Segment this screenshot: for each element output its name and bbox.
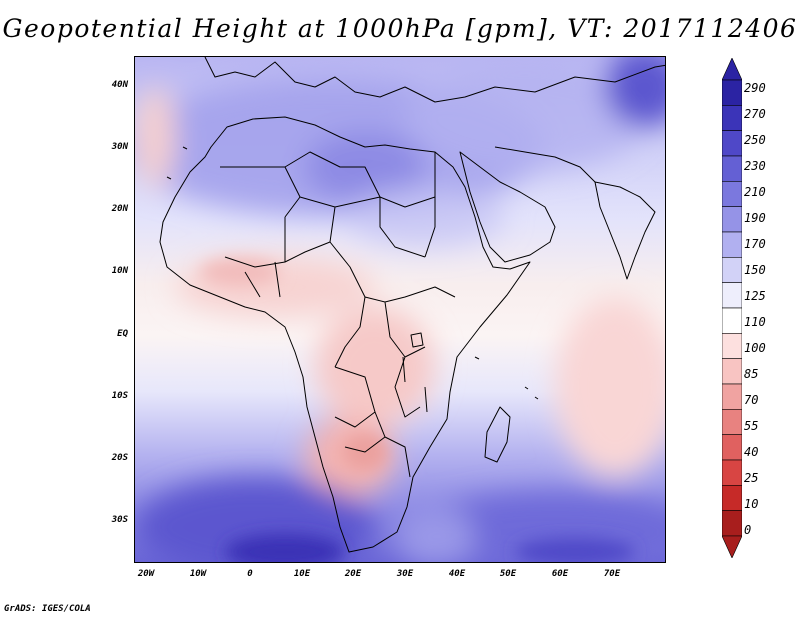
colorbar-swatch <box>722 231 742 258</box>
chart-title: Geopotential Height at 1000hPa [gpm], VT… <box>2 14 798 43</box>
colorbar-label: 125 <box>744 289 766 303</box>
colorbar-label: 0 <box>744 523 752 537</box>
lon-label: 50E <box>499 569 517 579</box>
colorbar-label: 110 <box>744 315 766 329</box>
lake-victoria <box>410 332 424 348</box>
colorbar <box>722 58 742 558</box>
lon-label: 70E <box>603 569 621 579</box>
lat-label: 20S <box>111 453 128 463</box>
islands <box>166 146 539 400</box>
colorbar-swatch <box>722 434 742 461</box>
colorbar-label: 230 <box>744 159 766 173</box>
colorbar-swatch <box>722 307 742 334</box>
lon-label: 30E <box>396 569 414 579</box>
coastlines <box>159 57 665 553</box>
lon-label: 40E <box>448 569 466 579</box>
colorbar-swatch <box>722 485 742 511</box>
colorbar-label: 40 <box>744 445 759 459</box>
colorbar-swatch <box>722 459 742 486</box>
colorbar-swatch <box>722 79 742 106</box>
colorbar-label: 70 <box>744 393 759 407</box>
colorbar-top-triangle <box>722 58 742 81</box>
colorbar-label: 210 <box>744 185 766 199</box>
colorbar-label: 10 <box>744 497 759 511</box>
map-panel <box>134 56 666 563</box>
colorbar-label: 170 <box>744 237 766 251</box>
lon-label: 10E <box>293 569 311 579</box>
colorbar-swatch <box>722 130 742 157</box>
india-coastline <box>594 181 656 280</box>
colorbar-swatch <box>722 409 742 435</box>
colorbar-swatch <box>722 257 742 283</box>
lon-label: 20W <box>137 569 155 579</box>
lat-label: EQ <box>117 329 128 339</box>
geopotential-map <box>135 57 665 562</box>
colorbar-swatch <box>722 105 742 131</box>
colorbar-label: 270 <box>744 107 766 121</box>
lon-label: 10W <box>189 569 207 579</box>
colorbar-swatch <box>722 383 742 410</box>
lon-label: 60E <box>551 569 569 579</box>
colorbar-swatch <box>722 181 742 207</box>
colorbar-swatch <box>722 206 742 233</box>
colorbar-swatch <box>722 358 742 385</box>
colorbar-swatch <box>722 282 742 309</box>
lat-label: 30N <box>111 142 128 152</box>
lat-label: 10S <box>111 391 128 401</box>
colorbar-swatch <box>722 510 742 537</box>
arabia-coastline <box>459 151 556 263</box>
africa-coastline <box>159 116 531 553</box>
lake-malawi <box>424 386 428 413</box>
lat-label: 40N <box>111 80 128 90</box>
colorbar-label: 25 <box>744 471 759 485</box>
colorbar-label: 150 <box>744 263 766 277</box>
credit-text: GrADS: IGES/COLA <box>4 604 91 614</box>
colorbar-label: 85 <box>744 367 759 381</box>
europe-coastline <box>204 57 665 103</box>
lon-label: 0 <box>247 569 253 579</box>
lat-label: 20N <box>111 204 128 214</box>
colorbar-label: 100 <box>744 341 766 355</box>
colorbar-label: 55 <box>744 419 759 433</box>
madagascar-coastline <box>484 406 511 463</box>
colorbar-label: 290 <box>744 81 766 95</box>
lon-label: 20E <box>344 569 362 579</box>
colorbar-label: 190 <box>744 211 766 225</box>
colorbar-bottom-triangle <box>722 535 742 558</box>
lake-tanganyika <box>402 356 406 383</box>
asia-coastline <box>494 146 596 183</box>
lat-label: 30S <box>111 515 128 525</box>
lat-label: 10N <box>111 266 128 276</box>
country-borders <box>220 151 456 478</box>
colorbar-label: 250 <box>744 133 766 147</box>
colorbar-swatch <box>722 333 742 359</box>
colorbar-swatch <box>722 155 742 182</box>
